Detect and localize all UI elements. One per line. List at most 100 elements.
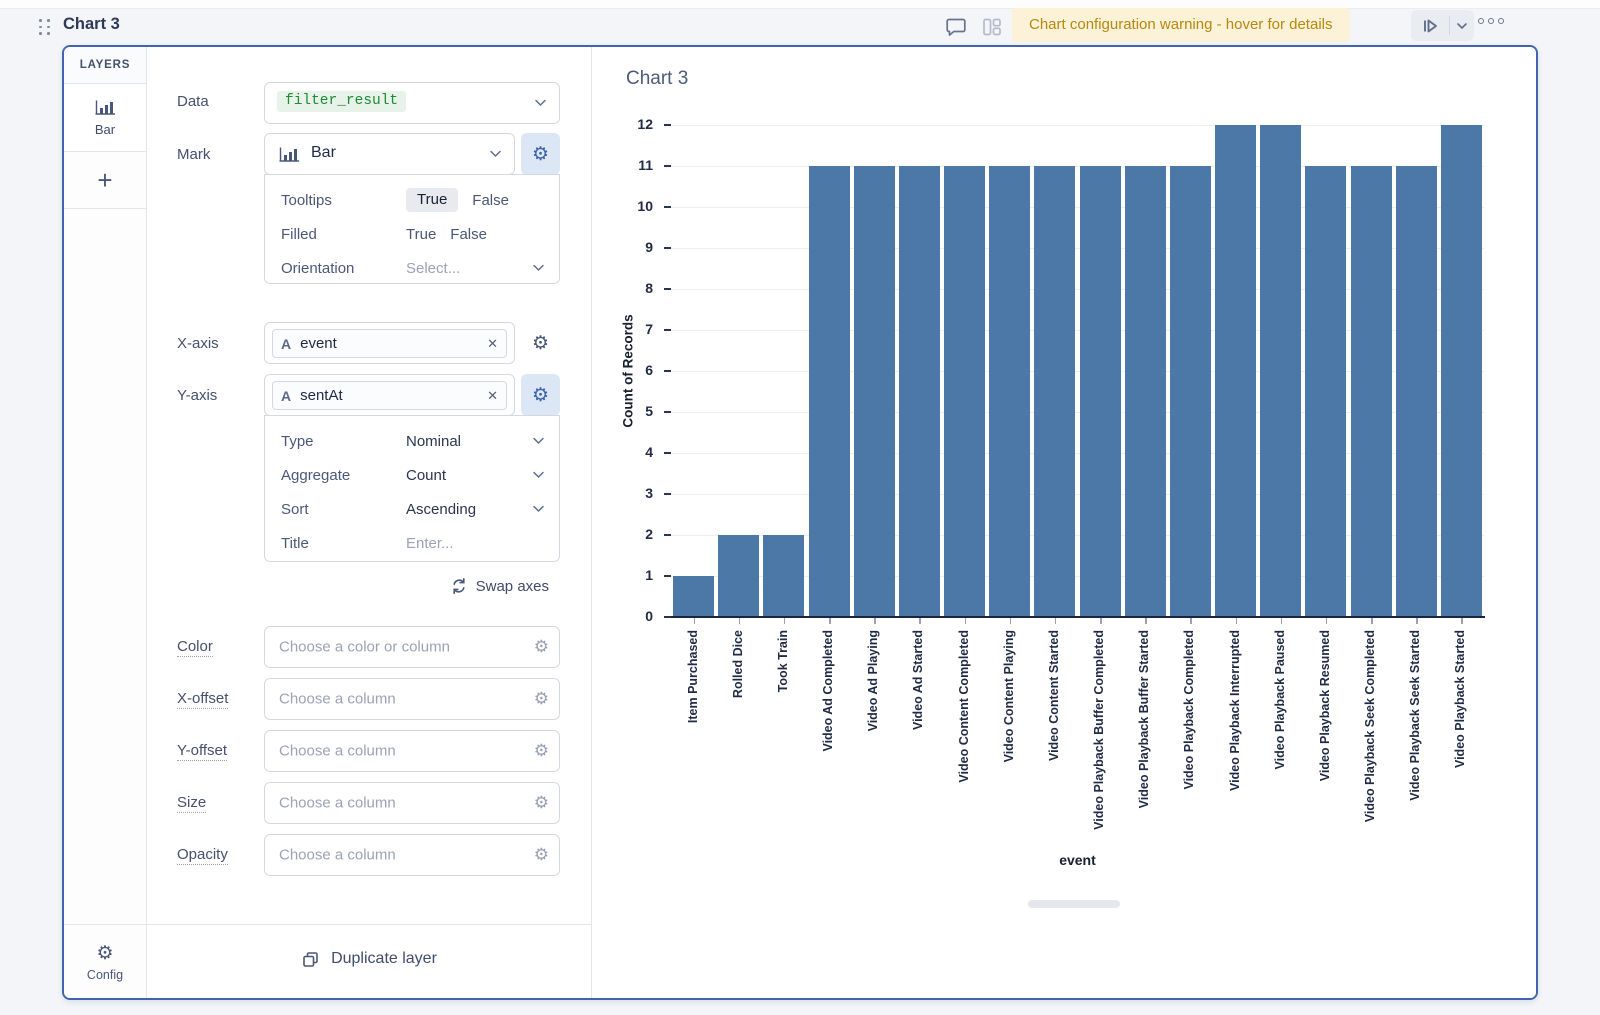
x-tick-mark	[1190, 618, 1192, 624]
color-placeholder: Choose a color or column	[279, 638, 450, 656]
bar[interactable]	[1260, 125, 1302, 617]
gear-icon[interactable]: ⚙	[533, 741, 549, 760]
layout-icon[interactable]	[980, 15, 1004, 39]
comment-icon[interactable]	[944, 15, 968, 39]
x-tick-mark	[1416, 618, 1418, 624]
y-tick-mark	[664, 370, 671, 372]
x-tick-mark	[1145, 618, 1147, 624]
more-menu-icon[interactable]	[1478, 18, 1504, 24]
x-axis-label: Video Playback Seek Started	[1408, 630, 1423, 801]
mark-settings-button[interactable]: ⚙	[521, 133, 560, 175]
chart-title: Chart 3	[626, 68, 689, 89]
orientation-select[interactable]: Select...	[406, 259, 461, 277]
aggregate-select[interactable]: Count	[406, 466, 447, 484]
drag-handle-icon[interactable]	[38, 18, 51, 36]
y-tick-mark	[664, 493, 671, 495]
x-axis-settings-button[interactable]: ⚙	[521, 322, 560, 364]
y-tick-mark	[664, 329, 671, 331]
x-axis-label: Video Ad Playing	[866, 630, 881, 732]
y-offset-label[interactable]: Y-offset	[177, 742, 228, 761]
sort-select[interactable]: Ascending	[406, 500, 477, 518]
bar[interactable]	[853, 166, 895, 617]
x-axis-label: Rolled Dice	[730, 630, 745, 699]
x-tick-mark	[783, 618, 786, 624]
x-axis-label: Took Train	[775, 630, 790, 693]
bar[interactable]	[944, 166, 986, 617]
gear-icon[interactable]: ⚙	[533, 845, 549, 864]
config-button[interactable]: ⚙ Config	[64, 924, 146, 998]
bar[interactable]	[673, 576, 715, 617]
x-offset-field[interactable]: Choose a column ⚙	[264, 678, 560, 720]
y-tick-label: 9	[645, 239, 653, 255]
gridline	[671, 535, 1484, 536]
tooltips-label: Tooltips	[281, 191, 332, 209]
x-offset-label[interactable]: X-offset	[177, 690, 229, 709]
warning-badge[interactable]: Chart configuration warning - hover for …	[1012, 8, 1350, 42]
y-tick-label: 3	[645, 485, 653, 501]
remove-x-field-icon[interactable]: ✕	[487, 335, 498, 351]
chevron-down-icon	[532, 471, 545, 479]
bar[interactable]	[1034, 166, 1076, 617]
swap-axes-button[interactable]: Swap axes	[450, 577, 549, 595]
add-layer-button[interactable]: +	[64, 152, 146, 209]
tooltips-true-option[interactable]: True	[406, 188, 459, 212]
bar[interactable]	[1350, 166, 1392, 617]
horizontal-scrollbar-thumb[interactable]	[1028, 900, 1120, 908]
x-axis-field-name: event	[300, 335, 337, 352]
gear-icon[interactable]: ⚙	[533, 689, 549, 708]
bar[interactable]	[763, 535, 805, 617]
chevron-down-icon	[532, 264, 545, 272]
y-axis-settings-button[interactable]: ⚙	[521, 374, 560, 416]
title-label: Title	[281, 534, 309, 552]
data-select[interactable]: filter_result	[264, 82, 560, 124]
type-select[interactable]: Nominal	[406, 432, 462, 450]
filled-false-option[interactable]: False	[450, 225, 487, 243]
bar[interactable]	[1440, 125, 1482, 617]
divider	[1449, 16, 1450, 35]
opacity-placeholder: Choose a column	[279, 846, 396, 864]
opacity-label[interactable]: Opacity	[177, 846, 228, 865]
filled-true-option[interactable]: True	[406, 225, 437, 243]
gridline	[671, 330, 1484, 331]
bar[interactable]	[1124, 166, 1166, 617]
y-tick-label: 4	[645, 444, 653, 460]
run-icon[interactable]	[1411, 10, 1449, 41]
config-pane: Data filter_result Mark Bar ⚙	[147, 47, 592, 998]
x-tick-mark	[738, 618, 741, 624]
dataframe-chip: filter_result	[277, 91, 407, 112]
tooltips-false-option[interactable]: False	[472, 191, 509, 209]
size-label[interactable]: Size	[177, 794, 207, 813]
plot-area[interactable]	[671, 125, 1484, 617]
opacity-field[interactable]: Choose a column ⚙	[264, 834, 560, 876]
bar[interactable]	[1305, 166, 1347, 617]
y-tick-mark	[664, 452, 671, 454]
bar[interactable]	[898, 166, 940, 617]
duplicate-layer-button[interactable]: Duplicate layer	[259, 938, 479, 980]
bar[interactable]	[989, 166, 1031, 617]
data-label: Data	[177, 93, 209, 110]
gridline	[671, 207, 1484, 208]
color-field[interactable]: Choose a color or column ⚙	[264, 626, 560, 668]
layer-item-bar[interactable]: Bar	[64, 84, 146, 152]
gear-icon[interactable]: ⚙	[533, 637, 549, 656]
x-axis-field[interactable]: A event ✕	[264, 322, 515, 364]
y-offset-field[interactable]: Choose a column ⚙	[264, 730, 560, 772]
remove-y-field-icon[interactable]: ✕	[487, 387, 498, 403]
y-tick-mark	[664, 247, 671, 249]
axis-title-input[interactable]: Enter...	[406, 534, 454, 552]
color-label[interactable]: Color	[177, 638, 213, 657]
y-axis-field-pill: A sentAt ✕	[272, 381, 507, 410]
bar[interactable]	[1215, 125, 1257, 617]
x-axis-label: Video Content Playing	[1001, 630, 1016, 763]
mark-select[interactable]: Bar	[264, 133, 515, 175]
size-field[interactable]: Choose a column ⚙	[264, 782, 560, 824]
run-options-chevron-icon[interactable]	[1450, 10, 1474, 41]
bar-chart-icon	[95, 100, 115, 115]
bar[interactable]	[1079, 166, 1121, 617]
gear-icon[interactable]: ⚙	[533, 793, 549, 812]
bar[interactable]	[808, 166, 850, 617]
bar[interactable]	[1395, 166, 1437, 617]
bar[interactable]	[718, 535, 760, 617]
bar[interactable]	[1169, 166, 1211, 617]
y-axis-field[interactable]: A sentAt ✕	[264, 374, 515, 416]
